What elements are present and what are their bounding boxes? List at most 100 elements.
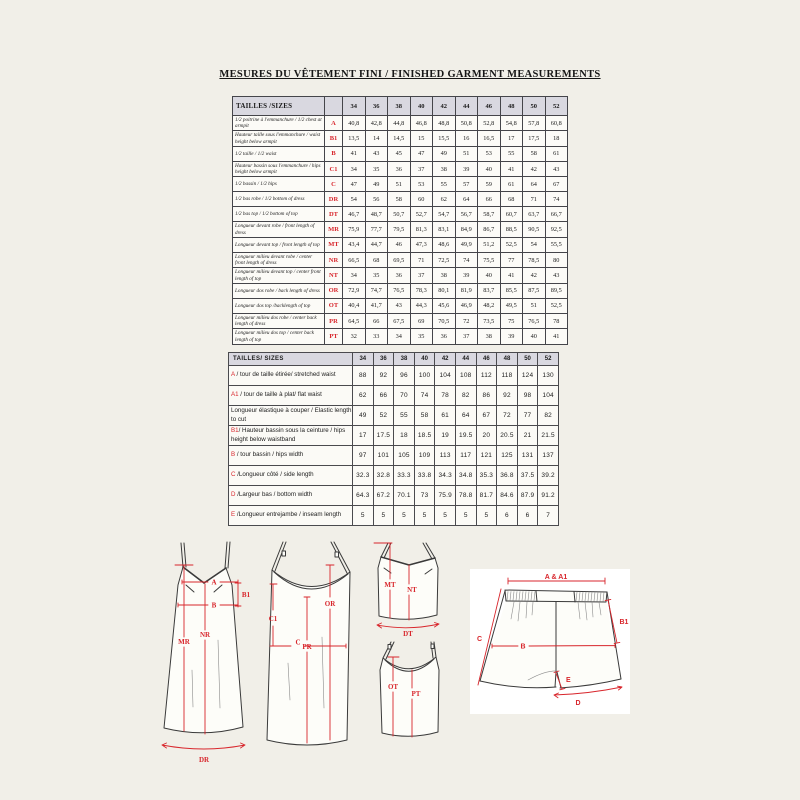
measurement-row: 1/2 bassin / 1/2 hips C 47 49 51 53 55 57 59 61 64… <box>232 176 568 193</box>
row-code: D <box>231 491 236 499</box>
value-cell: 47 <box>342 176 366 193</box>
value-cell: 92 <box>372 365 395 386</box>
value-cell: 55 <box>432 176 456 193</box>
value-cell: 83,1 <box>432 221 456 238</box>
value-cell: 52,5 <box>544 297 568 314</box>
value-cell: 5 <box>352 505 374 526</box>
row-label-text: / tour bassin / hips width <box>235 451 304 459</box>
value-cell: 46 <box>387 236 411 253</box>
value-cell: 73,5 <box>477 312 501 330</box>
value-cell: 54,7 <box>432 206 456 223</box>
value-cell: 81,9 <box>454 282 478 299</box>
value-cell: 37 <box>409 160 433 178</box>
value-cell: 46,7 <box>342 206 366 223</box>
value-cell: 66,5 <box>342 251 366 269</box>
value-cell: 42,8 <box>364 114 388 132</box>
value-cell: 56,7 <box>454 206 478 223</box>
value-cell: 75 <box>499 312 523 330</box>
measure-label-d: D <box>575 700 580 707</box>
value-cell: 57,8 <box>522 114 546 132</box>
row-code: A <box>231 371 235 379</box>
value-cell: 78.8 <box>454 485 477 506</box>
measure-label-a-a1: A & A1 <box>545 574 568 581</box>
value-cell: 72,5 <box>432 251 456 269</box>
measurement-row: Longueur devant robe / front length of d… <box>232 221 568 238</box>
value-cell: 66 <box>477 191 501 208</box>
value-cell: 5 <box>475 505 498 526</box>
page-title: MESURES DU VÊTEMENT FINI / FINISHED GARM… <box>219 69 601 80</box>
value-cell: 18 <box>393 425 415 446</box>
row-label-text: / tour de taille étirée/ stretched waist <box>234 371 336 379</box>
value-cell: 5 <box>393 505 415 526</box>
value-cell: 32.8 <box>372 465 395 486</box>
value-cell: 56 <box>364 191 388 208</box>
row-code: A1 <box>231 391 239 399</box>
value-cell: 14,5 <box>387 130 411 147</box>
value-cell: 41,7 <box>364 297 388 314</box>
value-cell: 74 <box>544 191 568 208</box>
row-label: Longueur milieu devant top / center fron… <box>232 267 325 284</box>
value-cell: 77 <box>516 405 539 426</box>
value-cell: 46,8 <box>409 114 433 132</box>
measurement-row: Hauteur bassin sous l'emmanchure / hips … <box>232 160 568 178</box>
row-label: 1/2 bas top / 1/2 bottom of top <box>232 206 325 223</box>
value-cell: 60 <box>409 191 433 208</box>
value-cell: 45 <box>387 145 411 162</box>
row-label: Longueur milieu dos robe / center back l… <box>232 312 325 330</box>
value-cell: 15,5 <box>432 130 456 147</box>
measurement-row: Hauteur taille sous l'emmanchure / waist… <box>232 130 568 147</box>
value-cell: 33.3 <box>393 465 415 486</box>
value-cell: 41 <box>499 267 523 284</box>
value-cell: 34 <box>342 160 366 178</box>
size-column-header: 44 <box>454 352 477 366</box>
value-cell: 16,5 <box>477 130 501 147</box>
value-cell: 7 <box>537 505 559 526</box>
value-cell: 83,7 <box>477 282 501 299</box>
row-code: E <box>231 511 236 519</box>
value-cell: 104 <box>434 365 456 386</box>
value-cell: 90,5 <box>522 221 546 238</box>
value-cell: 52 <box>372 405 395 426</box>
value-cell: 68 <box>364 251 388 269</box>
row-label: Longueur devant top / front length of to… <box>232 236 325 253</box>
value-cell: 20.5 <box>496 425 518 446</box>
value-cell: 85,5 <box>499 282 523 299</box>
value-cell: 51,2 <box>477 236 501 253</box>
measurement-row: Longueur milieu dos top / center back le… <box>232 328 568 345</box>
measure-label-nt: NT <box>407 586 417 594</box>
size-column-header: 46 <box>477 96 501 116</box>
value-cell: 49 <box>352 405 374 426</box>
value-cell: 112 <box>475 365 498 386</box>
value-cell: 58 <box>522 145 546 162</box>
value-cell: 48,2 <box>477 297 501 314</box>
value-cell: 63,7 <box>522 206 546 223</box>
value-cell: 51 <box>387 176 411 193</box>
value-cell: 81,3 <box>409 221 433 238</box>
value-cell: 21.5 <box>537 425 559 446</box>
value-cell: 35 <box>409 328 433 345</box>
value-cell: 47,3 <box>409 236 433 253</box>
value-cell: 34 <box>342 267 366 284</box>
value-cell: 16 <box>454 130 478 147</box>
value-cell: 62 <box>432 191 456 208</box>
value-cell: 92,5 <box>544 221 568 238</box>
value-cell: 52,7 <box>409 206 433 223</box>
size-column-header: 50 <box>522 96 546 116</box>
value-cell: 50,7 <box>387 206 411 223</box>
value-cell: 88 <box>352 365 374 386</box>
row-label: 1/2 poitrine à l'emmanchure / 1/2 chest … <box>232 114 325 132</box>
measure-label-a: A <box>211 579 216 587</box>
value-cell: 64 <box>454 191 478 208</box>
value-cell: 5 <box>454 505 477 526</box>
value-cell: 43 <box>544 160 568 178</box>
value-cell: 49,9 <box>454 236 478 253</box>
value-cell: 55 <box>393 405 415 426</box>
row-label: Hauteur bassin sous l'emmanchure / hips … <box>232 160 325 178</box>
value-cell: 71 <box>409 251 433 269</box>
size-column-header: 40 <box>413 352 436 366</box>
value-cell: 101 <box>372 445 395 466</box>
value-cell: 38 <box>432 160 456 178</box>
value-cell: 67,5 <box>387 312 411 330</box>
code-column-header <box>324 96 343 116</box>
row-label: A1 / tour de taille à plat/ flat waist <box>228 385 353 406</box>
